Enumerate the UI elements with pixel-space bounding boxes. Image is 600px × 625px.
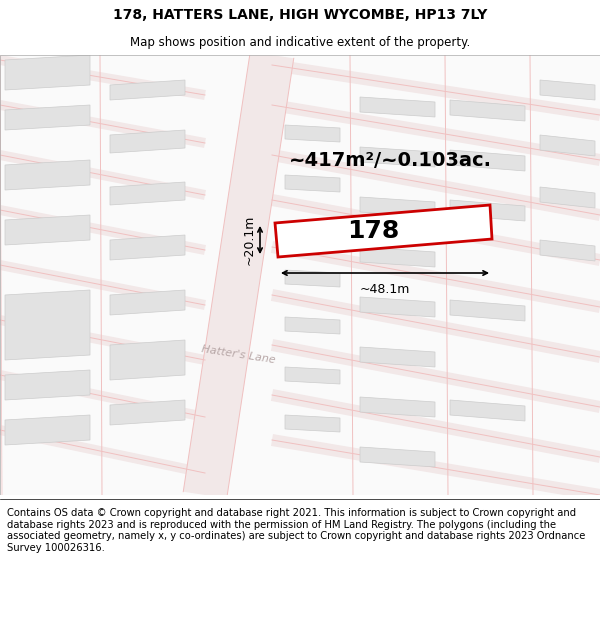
Polygon shape	[540, 240, 595, 261]
Polygon shape	[360, 397, 435, 417]
Polygon shape	[275, 205, 492, 257]
Polygon shape	[271, 241, 600, 313]
Polygon shape	[540, 80, 595, 100]
Polygon shape	[285, 223, 340, 240]
Polygon shape	[450, 100, 525, 121]
Polygon shape	[271, 339, 600, 413]
Polygon shape	[450, 400, 525, 421]
Text: Contains OS data © Crown copyright and database right 2021. This information is : Contains OS data © Crown copyright and d…	[7, 508, 586, 552]
Polygon shape	[450, 150, 525, 171]
Text: 178, HATTERS LANE, HIGH WYCOMBE, HP13 7LY: 178, HATTERS LANE, HIGH WYCOMBE, HP13 7L…	[113, 8, 487, 22]
Polygon shape	[0, 55, 206, 100]
Text: ~48.1m: ~48.1m	[360, 283, 410, 296]
Polygon shape	[450, 200, 525, 221]
Polygon shape	[183, 52, 294, 498]
Polygon shape	[0, 55, 600, 495]
Polygon shape	[5, 290, 90, 360]
Polygon shape	[285, 367, 340, 384]
Text: 178: 178	[347, 219, 400, 243]
Polygon shape	[360, 147, 435, 167]
Polygon shape	[285, 317, 340, 334]
Polygon shape	[285, 175, 340, 192]
Polygon shape	[360, 447, 435, 467]
Polygon shape	[5, 415, 90, 445]
Polygon shape	[360, 247, 435, 267]
Polygon shape	[271, 289, 600, 363]
Polygon shape	[5, 160, 90, 190]
Polygon shape	[285, 270, 340, 287]
Polygon shape	[110, 80, 185, 100]
Polygon shape	[540, 187, 595, 208]
Polygon shape	[5, 370, 90, 400]
Polygon shape	[110, 400, 185, 425]
Text: ~417m²/~0.103ac.: ~417m²/~0.103ac.	[289, 151, 491, 169]
Polygon shape	[5, 105, 90, 130]
Polygon shape	[285, 125, 340, 142]
Polygon shape	[110, 235, 185, 260]
Text: ~20.1m: ~20.1m	[243, 215, 256, 265]
Polygon shape	[5, 55, 90, 90]
Polygon shape	[271, 59, 600, 121]
Polygon shape	[271, 389, 600, 463]
Polygon shape	[0, 100, 206, 148]
Polygon shape	[271, 194, 600, 266]
Polygon shape	[0, 425, 206, 478]
Polygon shape	[110, 182, 185, 205]
Polygon shape	[360, 347, 435, 367]
Polygon shape	[0, 370, 206, 422]
Polygon shape	[271, 99, 600, 166]
Polygon shape	[271, 434, 600, 501]
Polygon shape	[5, 215, 90, 245]
Polygon shape	[110, 340, 185, 380]
Polygon shape	[110, 290, 185, 315]
Polygon shape	[0, 315, 206, 365]
Text: Hatter's Lane: Hatter's Lane	[200, 344, 276, 366]
Polygon shape	[110, 130, 185, 153]
Polygon shape	[450, 300, 525, 321]
Polygon shape	[0, 205, 206, 255]
Text: Map shows position and indicative extent of the property.: Map shows position and indicative extent…	[130, 36, 470, 49]
Polygon shape	[285, 415, 340, 432]
Polygon shape	[360, 97, 435, 117]
Polygon shape	[540, 135, 595, 156]
Polygon shape	[271, 149, 600, 221]
Polygon shape	[360, 197, 435, 217]
Polygon shape	[0, 150, 206, 200]
Polygon shape	[0, 260, 206, 310]
Polygon shape	[360, 297, 435, 317]
